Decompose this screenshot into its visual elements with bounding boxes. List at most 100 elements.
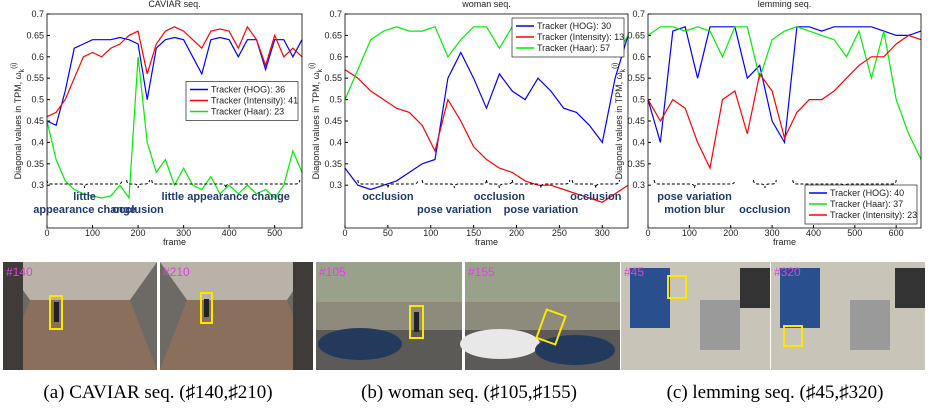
annotation: pose variation	[504, 204, 579, 216]
caption: (c) lemming seq. (♯45,♯320)	[667, 382, 884, 403]
x-tick-label: 100	[682, 228, 697, 238]
y-tick-label: 0.6	[632, 52, 645, 62]
annotation: occlusion	[112, 204, 164, 216]
brace	[486, 179, 513, 189]
brace	[571, 179, 620, 189]
y-tick-label: 0.4	[329, 137, 342, 147]
x-tick-label: 150	[466, 228, 481, 238]
series-line	[46, 25, 303, 118]
y-axis-label: Diagonal values in TPM, ωk(i)	[612, 63, 627, 180]
y-tick-label: 0.5	[329, 95, 342, 105]
y-tick-label: 0.35	[324, 159, 342, 169]
frame-label: #210	[163, 265, 190, 279]
y-axis-label-sub: k	[317, 68, 324, 72]
x-tick-label: 50	[383, 228, 393, 238]
annotation: occlusion	[362, 191, 414, 203]
annotation: little appearance change	[162, 191, 290, 203]
y-tick-label: 0.35	[627, 159, 645, 169]
image-lemming-2: #320	[771, 262, 925, 370]
annotation: occlusion	[739, 204, 791, 216]
frame-label: #320	[774, 265, 801, 279]
y-tick-label: 0.3	[31, 180, 44, 190]
annotation: little	[73, 191, 96, 203]
y-tick-label: 0.4	[31, 137, 44, 147]
x-tick-label: 200	[723, 228, 738, 238]
x-tick-label: 200	[131, 228, 146, 238]
x-tick-label: 0	[342, 228, 347, 238]
brace	[126, 179, 150, 189]
y-tick-label: 0.6	[329, 52, 342, 62]
chart: woman seq. frame Diagonal values in TPM, ω…	[309, 0, 629, 247]
frame-label: #45	[624, 265, 644, 279]
legend-label: Tracker (HOG): 36	[211, 85, 285, 95]
x-axis-label: frame	[773, 237, 796, 247]
chart: CAVIAR seq. frame Diagonal values in TPM, …	[11, 0, 303, 247]
image-caviar-1: #140	[3, 262, 157, 370]
y-tick-label: 0.65	[26, 30, 44, 40]
series-line	[647, 26, 922, 145]
image-caviar-2: #210	[160, 262, 313, 370]
x-tick-label: 600	[889, 228, 904, 238]
x-tick-label: 500	[847, 228, 862, 238]
chart-title: lemming seq.	[758, 0, 812, 9]
x-tick-label: 400	[806, 228, 821, 238]
plot-frame	[647, 13, 922, 229]
frame-label: #140	[6, 265, 33, 279]
y-tick-label: 0.45	[26, 116, 44, 126]
x-tick-label: 0	[44, 228, 49, 238]
plot-frame	[46, 13, 303, 229]
y-axis-label-sub: k	[620, 68, 627, 72]
y-axis-label-text: Diagonal values in TPM, ω	[614, 72, 624, 179]
y-tick-label: 0.5	[31, 95, 44, 105]
x-tick-label: 300	[176, 228, 191, 238]
y-tick-label: 0.5	[632, 95, 645, 105]
x-tick-label: 300	[595, 228, 610, 238]
x-tick-label: 250	[552, 228, 567, 238]
y-axis-label: Diagonal values in TPM, ωk(i)	[309, 63, 324, 180]
x-tick-label: 200	[509, 228, 524, 238]
brace	[151, 179, 301, 189]
legend-label: Tracker (Intensity): 41	[211, 96, 298, 106]
annotation: pose variation	[657, 191, 732, 203]
brace	[653, 179, 736, 189]
x-axis-label: frame	[475, 237, 498, 247]
x-tick-label: 0	[645, 228, 650, 238]
legend-label: Tracker (Intensity): 23	[830, 210, 917, 220]
x-axis-label: frame	[163, 237, 186, 247]
y-axis-label-sub: k	[19, 68, 26, 72]
y-tick-label: 0.4	[632, 137, 645, 147]
brace	[46, 179, 123, 189]
legend-label: Tracker (Intensity): 13	[537, 32, 624, 42]
y-tick-label: 0.65	[324, 30, 342, 40]
legend-label: Tracker (Haar): 57	[537, 43, 610, 53]
chart-title: CAVIAR seq.	[148, 0, 200, 9]
legend-label: Tracker (HOG): 40	[830, 188, 904, 198]
x-tick-label: 500	[267, 228, 282, 238]
x-tick-label: 100	[423, 228, 438, 238]
y-tick-label: 0.55	[627, 73, 645, 83]
y-tick-label: 0.7	[329, 9, 342, 19]
y-axis-label-text: Diagonal values in TPM, ω	[13, 72, 23, 179]
y-axis-label-sup: (i)	[612, 63, 619, 69]
caption: (a) CAVIAR seq. (♯140,♯210)	[43, 382, 272, 403]
annotation: pose variation	[417, 204, 492, 216]
annotation: appearance change	[33, 204, 136, 216]
y-tick-label: 0.7	[31, 9, 44, 19]
brace	[511, 179, 571, 189]
y-axis-label-sup: (i)	[309, 63, 316, 69]
image-woman-1: #105	[316, 262, 462, 370]
frame-label: #105	[319, 265, 346, 279]
chart: lemming seq. frame Diagonal values in TPM,…	[612, 0, 922, 247]
y-tick-label: 0.35	[26, 159, 44, 169]
y-tick-label: 0.45	[627, 116, 645, 126]
x-tick-label: 100	[85, 228, 100, 238]
y-tick-label: 0.55	[324, 73, 342, 83]
y-axis-label-text: Diagonal values in TPM, ω	[311, 72, 321, 179]
legend-label: Tracker (Haar): 23	[211, 107, 284, 117]
y-axis-label-sup: (i)	[11, 63, 18, 69]
annotation: occlusion	[570, 191, 622, 203]
